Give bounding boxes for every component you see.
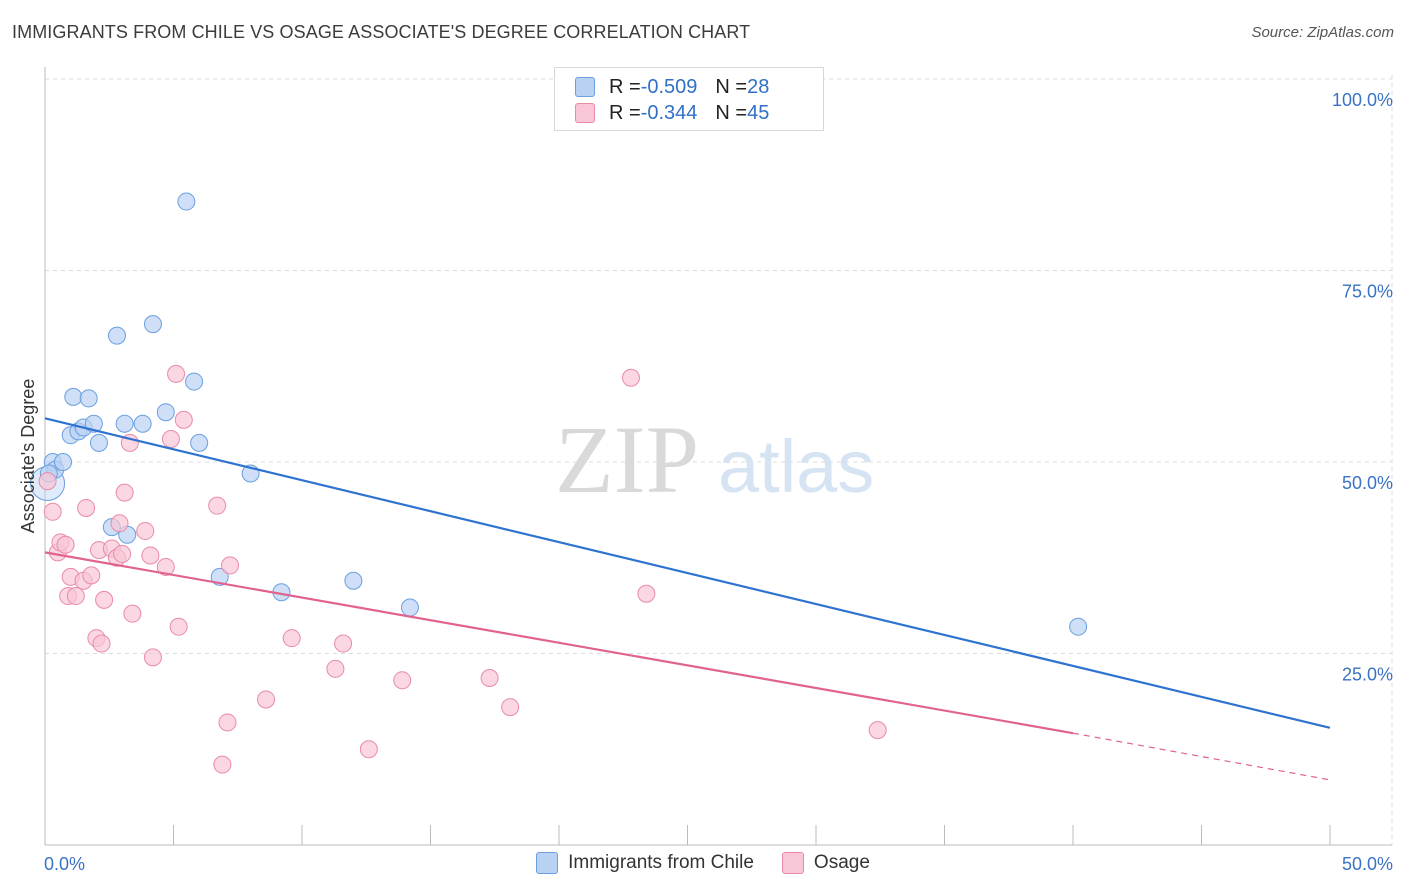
osage-point — [868, 721, 887, 740]
chile-n-value: 28 — [747, 75, 770, 98]
osage-point — [393, 671, 412, 690]
legend-item-osage[interactable]: Osage — [781, 852, 870, 874]
chile-point — [133, 414, 152, 433]
chile-n-label: N = — [715, 75, 748, 98]
osage-point — [156, 557, 175, 576]
osage-point — [213, 755, 232, 774]
source-label: Source: ZipAtlas.com — [1251, 24, 1394, 41]
osage-point — [161, 430, 180, 449]
osage-point — [257, 690, 276, 709]
osage-r-value: -0.344 — [640, 101, 698, 124]
osage-point — [115, 483, 134, 502]
legend-label-chile: Immigrants from Chile — [568, 852, 754, 873]
y-tick-label-75: 75.0% — [1342, 282, 1393, 302]
y-tick-label-50: 50.0% — [1342, 473, 1393, 493]
chile-trend-line — [44, 417, 1331, 729]
osage-point — [208, 496, 227, 515]
osage-point — [143, 648, 162, 667]
osage-point — [359, 740, 378, 759]
osage-point — [221, 556, 240, 575]
chile-point — [177, 192, 196, 211]
chile-point — [190, 433, 209, 452]
osage-n-value: 45 — [747, 101, 770, 124]
points-layer — [30, 192, 1088, 774]
watermark: ZIP atlas — [555, 406, 874, 513]
chile-point — [79, 389, 98, 408]
osage-point — [77, 498, 96, 517]
y-tick-label-100: 100.0% — [1332, 90, 1393, 110]
watermark-zip: ZIP — [555, 406, 699, 513]
osage-point — [66, 587, 85, 606]
osage-point — [38, 472, 57, 491]
y-tick-label-25: 25.0% — [1342, 665, 1393, 685]
osage-point — [174, 410, 193, 429]
osage-point — [95, 590, 114, 609]
osage-point — [123, 604, 142, 623]
chile-point — [185, 372, 204, 391]
osage-point — [113, 544, 132, 563]
osage-point — [43, 502, 62, 521]
chile-point — [156, 403, 175, 422]
osage-point — [141, 546, 160, 565]
chile-point — [107, 326, 126, 345]
chile-point — [400, 598, 419, 617]
chile-point — [1069, 617, 1088, 636]
chile-point — [143, 315, 162, 334]
osage-point — [637, 584, 656, 603]
series-legend: Immigrants from Chile Osage — [0, 852, 1406, 874]
legend-swatch-osage — [781, 852, 804, 874]
osage-point — [169, 617, 188, 636]
osage-point — [110, 514, 129, 533]
osage-swatch — [575, 103, 595, 123]
watermark-atlas: atlas — [718, 425, 874, 508]
osage-point — [56, 535, 75, 554]
chile-point — [53, 453, 72, 471]
x-tick-label-start: 0.0% — [44, 854, 85, 874]
y-axis-label: Associate's Degree — [18, 379, 38, 534]
axis-layer: 25.0% 50.0% 75.0% 100.0% 0.0% 50.0% — [44, 67, 1393, 874]
chile-point — [64, 387, 83, 406]
osage-point — [621, 368, 640, 387]
chile-point — [210, 567, 229, 586]
osage-trend-line — [44, 551, 1074, 735]
chile-point — [344, 571, 363, 590]
osage-point — [282, 629, 301, 648]
legend-label-osage: Osage — [813, 852, 870, 873]
osage-n-label: N = — [715, 101, 748, 124]
osage-point — [501, 698, 520, 717]
chile-r-label: R = — [609, 75, 641, 98]
chile-swatch — [575, 77, 595, 97]
osage-point — [218, 713, 237, 732]
osage-point — [136, 521, 155, 540]
trend-layer — [44, 417, 1331, 781]
stats-legend: R = -0.509 N = 28 R = -0.344 N = 45 — [554, 67, 824, 131]
osage-r-label: R = — [609, 101, 641, 124]
chart-title: IMMIGRANTS FROM CHILE VS OSAGE ASSOCIATE… — [12, 22, 751, 42]
osage-trend-extension — [1072, 732, 1331, 781]
osage-point — [334, 634, 353, 653]
legend-swatch-chile — [536, 852, 559, 874]
x-tick-label-end: 50.0% — [1342, 854, 1393, 874]
stats-row-chile: R = -0.509 N = 28 — [575, 75, 769, 99]
osage-point — [92, 634, 111, 653]
chile-point — [115, 414, 134, 433]
osage-point — [167, 364, 186, 383]
legend-item-chile[interactable]: Immigrants from Chile — [536, 852, 754, 874]
stats-row-osage: R = -0.344 N = 45 — [575, 101, 769, 125]
osage-point — [326, 659, 345, 678]
osage-point — [82, 566, 101, 585]
chile-r-value: -0.509 — [640, 75, 698, 98]
osage-point — [480, 669, 499, 688]
chile-point — [89, 433, 108, 452]
grid-layer — [45, 75, 1393, 845]
